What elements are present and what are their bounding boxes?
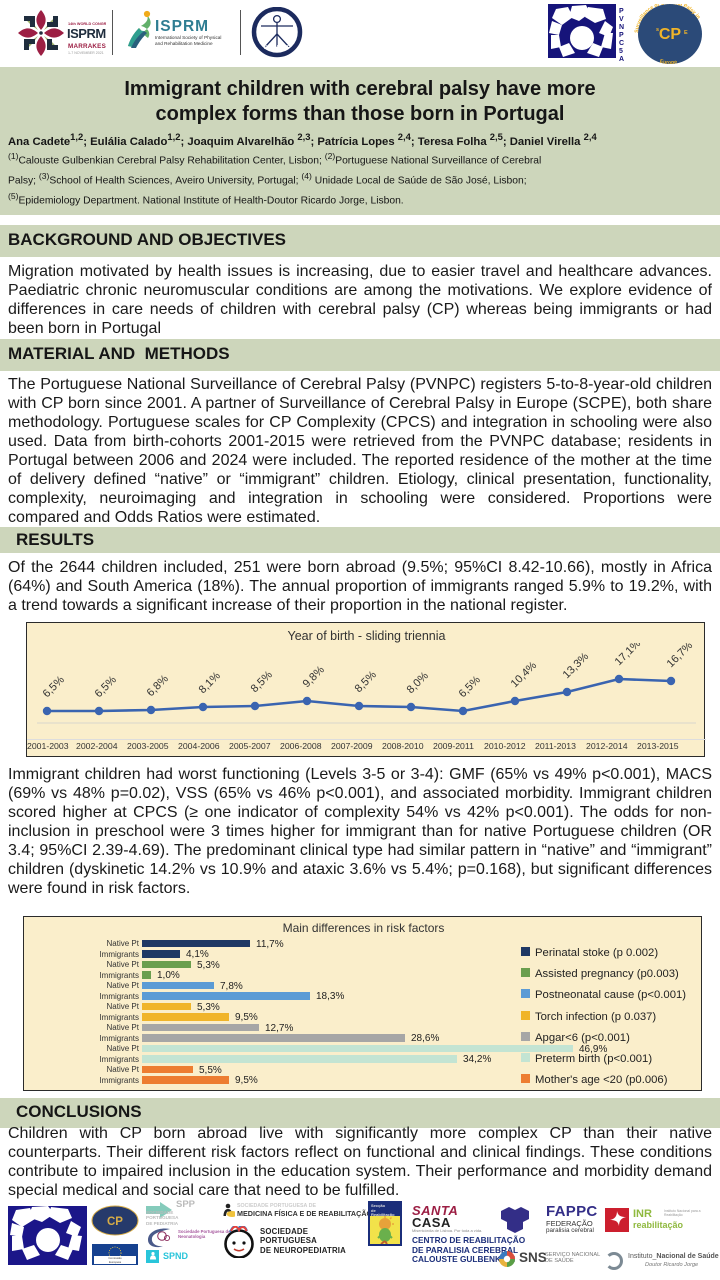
svg-text:5: 5: [619, 48, 623, 55]
svg-text:1-7 NOVEMBER 2021: 1-7 NOVEMBER 2021: [68, 51, 104, 55]
svg-text:16,7%: 16,7%: [665, 643, 696, 670]
svg-text:and Rehabilitation Medicine: and Rehabilitation Medicine: [155, 41, 213, 46]
svg-text:E: E: [684, 30, 688, 36]
svg-text:13,3%: 13,3%: [561, 650, 592, 681]
svg-text:6,8%: 6,8%: [145, 673, 171, 699]
svg-text:SOMAREF: SOMAREF: [264, 45, 291, 51]
svg-text:ISPRM: ISPRM: [155, 18, 209, 35]
svg-text:P: P: [619, 32, 624, 39]
svg-text:8,5%: 8,5%: [249, 669, 275, 695]
svg-text:17,1%: 17,1%: [613, 643, 644, 668]
svg-text:C: C: [619, 40, 624, 47]
svg-text:A: A: [619, 56, 624, 63]
svg-text:CP: CP: [659, 26, 682, 43]
svg-text:V: V: [619, 16, 624, 23]
svg-text:CP: CP: [107, 1216, 123, 1228]
svg-text:MARRAKESH: MARRAKESH: [68, 43, 106, 50]
svg-text:10,4%: 10,4%: [509, 659, 540, 690]
svg-text:6,5%: 6,5%: [457, 674, 483, 700]
svg-text:6,5%: 6,5%: [41, 674, 67, 700]
svg-text:8,0%: 8,0%: [405, 670, 431, 696]
svg-text:8,1%: 8,1%: [197, 670, 223, 696]
svg-text:P: P: [619, 8, 624, 15]
svg-text:6,5%: 6,5%: [93, 674, 119, 700]
svg-text:N: N: [619, 24, 624, 31]
svg-text:International Society of Physi: International Society of Physical: [155, 35, 221, 40]
svg-text:ISPRM: ISPRM: [67, 26, 106, 41]
svg-text:8,5%: 8,5%: [353, 669, 379, 695]
svg-text:9,8%: 9,8%: [301, 664, 327, 690]
